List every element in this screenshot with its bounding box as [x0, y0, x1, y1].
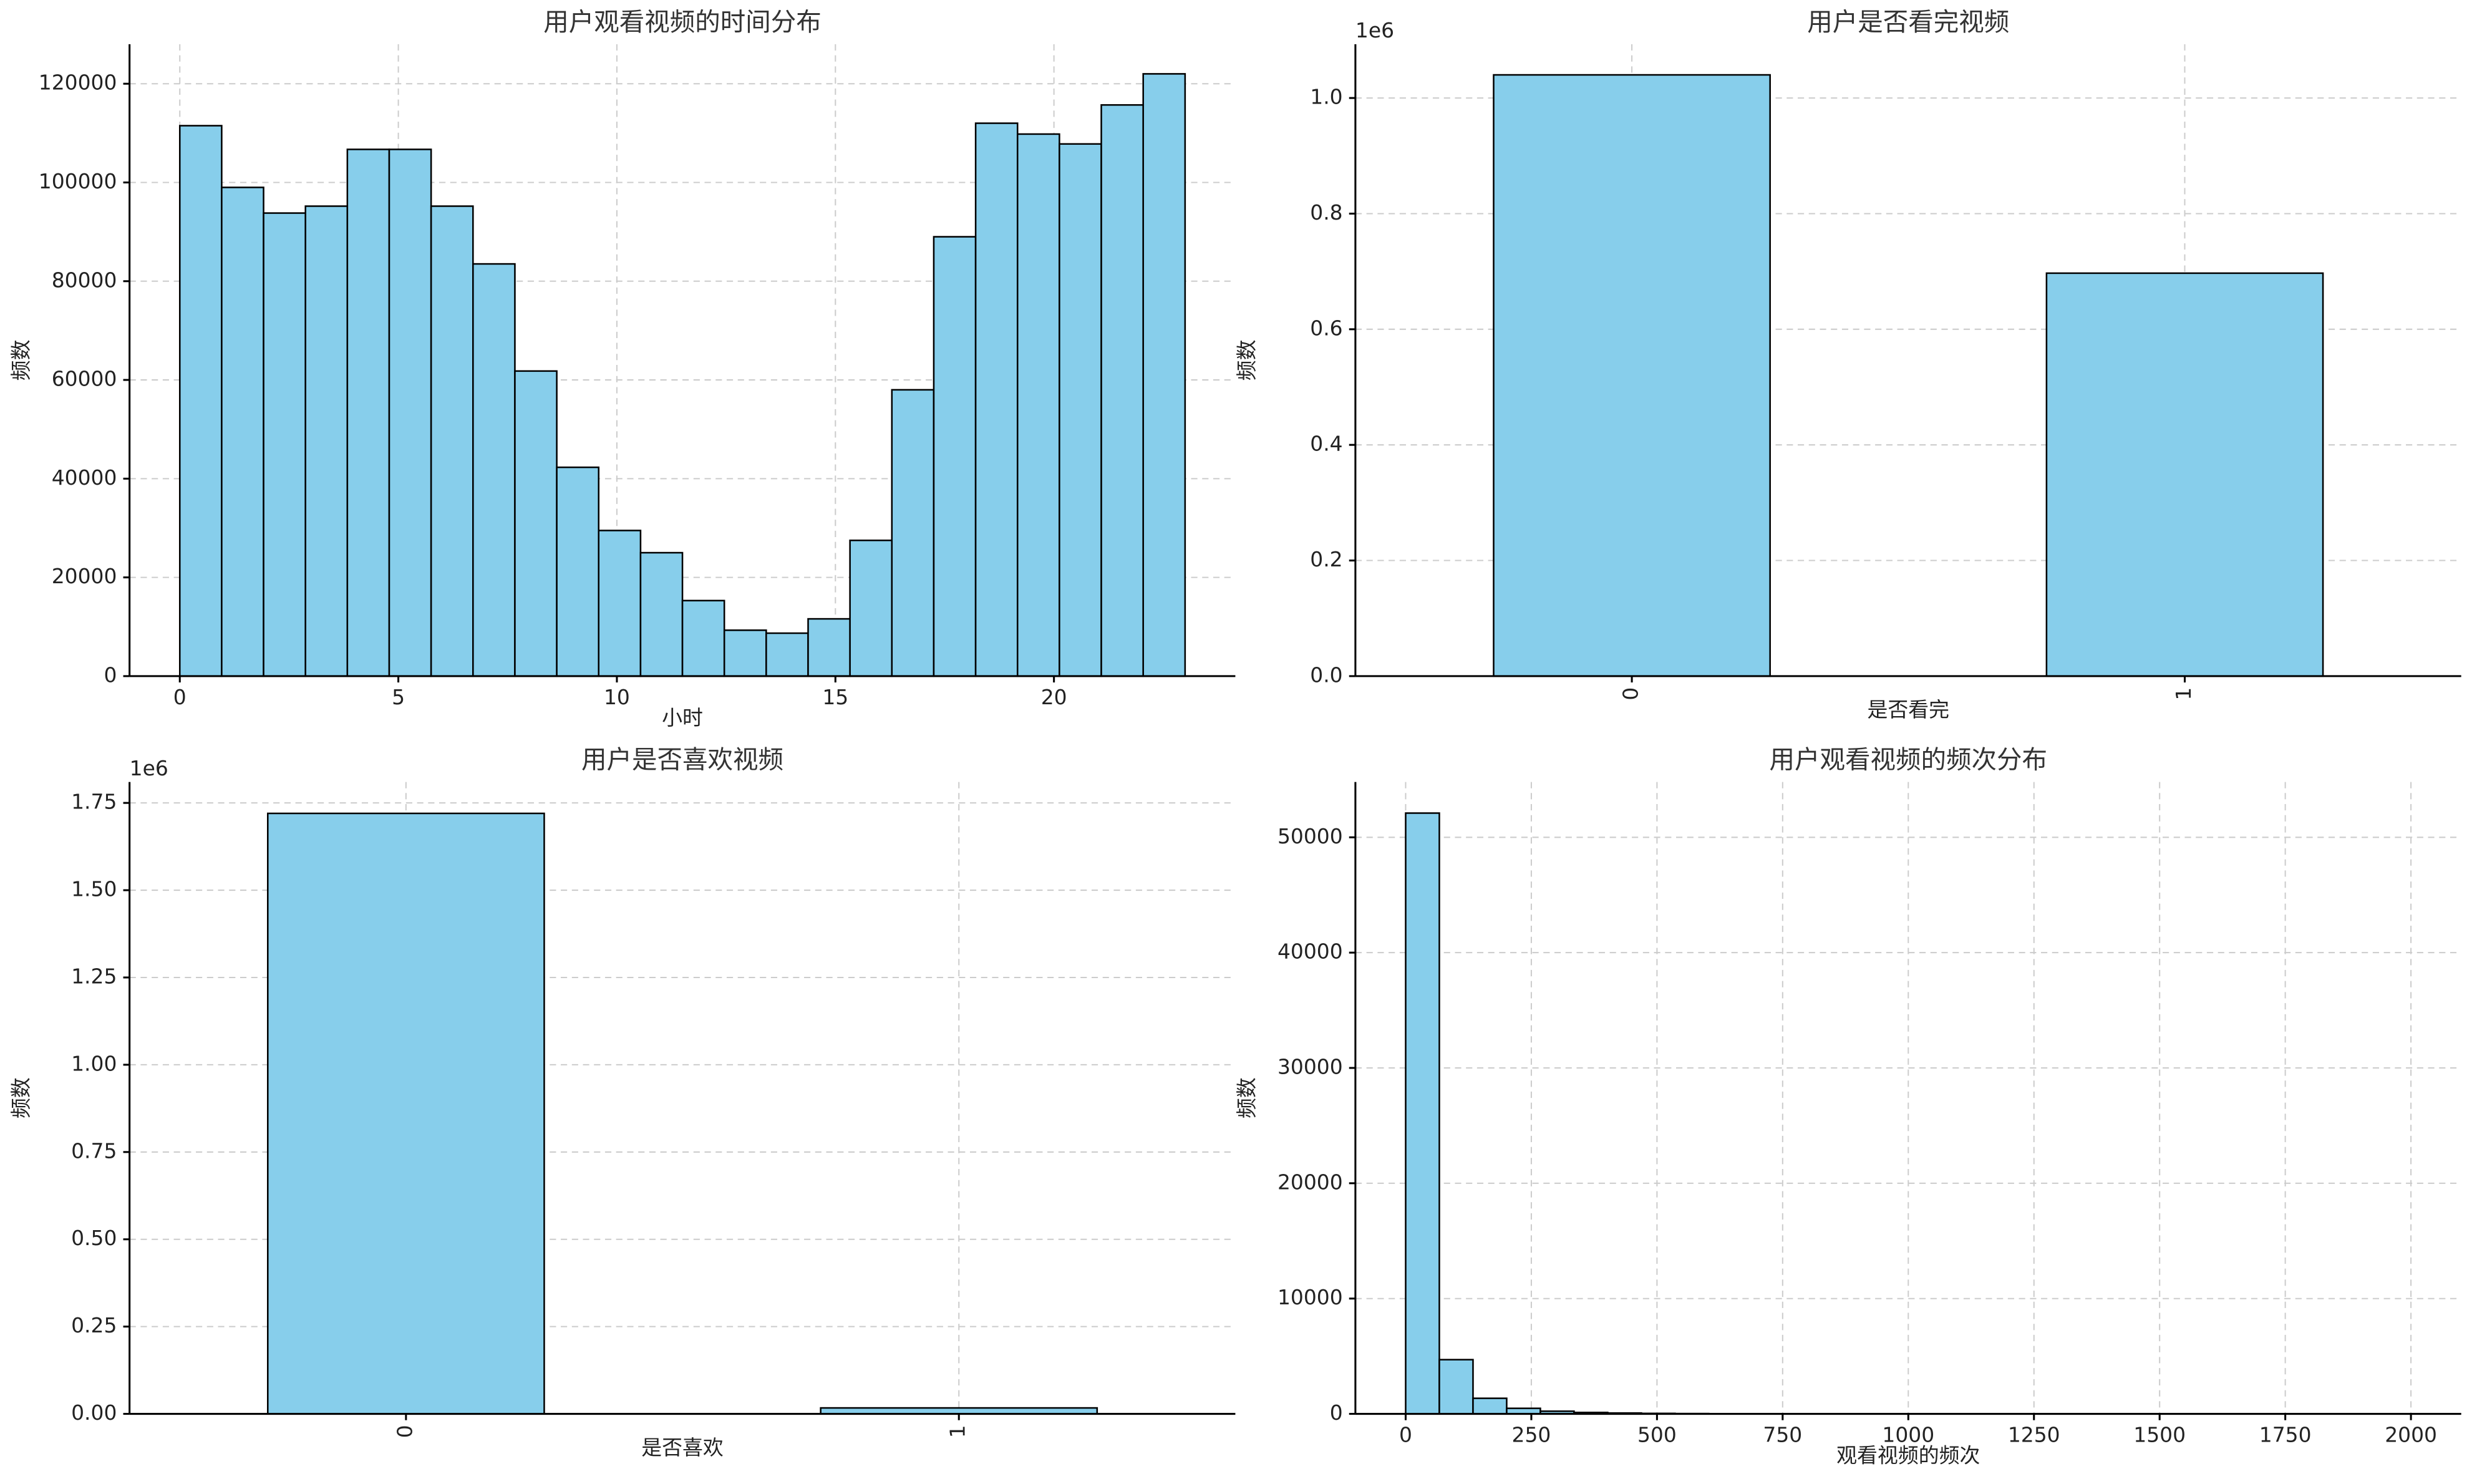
histogram-bar — [514, 370, 558, 677]
y-tick-label: 40000 — [1277, 939, 1343, 964]
x-tick-label: 5 — [392, 685, 405, 709]
y-tick-label: 0.50 — [71, 1226, 117, 1250]
y-tick-label: 0 — [104, 662, 117, 687]
histogram-bar — [263, 212, 306, 677]
histogram-bar — [639, 551, 684, 677]
x-tick-label: 500 — [1637, 1423, 1677, 1447]
y-tick-label: 30000 — [1277, 1055, 1343, 1079]
y-tick-label: 40000 — [52, 465, 117, 490]
x-tick-label: 1 — [946, 1425, 970, 1438]
histogram-bar — [1059, 143, 1102, 677]
x-axis-label: 小时 — [662, 706, 703, 730]
x-tick-label: 0 — [173, 685, 187, 709]
x-tick-label: 750 — [1763, 1423, 1802, 1447]
y-tick-label: 10000 — [1277, 1285, 1343, 1309]
histogram-bar — [1142, 73, 1186, 677]
histogram-bar — [849, 539, 893, 677]
y-tick-label: 1.00 — [71, 1051, 117, 1075]
y-axis-label: 频数 — [9, 339, 33, 381]
y-tick-label: 50000 — [1277, 824, 1343, 848]
y-axis-label: 频数 — [9, 1077, 33, 1118]
histogram-bar — [178, 125, 223, 677]
y-tick-label: 100000 — [39, 169, 117, 193]
offset-text: 1e6 — [1355, 18, 1394, 42]
y-axis-label: 频数 — [1234, 339, 1259, 381]
bar — [2045, 272, 2324, 677]
x-axis-label: 是否喜欢 — [641, 1435, 724, 1460]
y-tick-label: 0.75 — [71, 1138, 117, 1163]
bar — [1493, 74, 1771, 677]
offset-text: 1e6 — [130, 756, 168, 780]
histogram-bar — [933, 236, 977, 677]
x-tick-label: 250 — [1512, 1423, 1551, 1447]
histogram-bar — [556, 466, 600, 677]
y-tick-label: 1.0 — [1310, 85, 1342, 109]
y-tick-label: 0 — [1330, 1400, 1343, 1425]
histogram-bar — [1438, 1359, 1474, 1415]
x-tick-label: 20 — [1041, 685, 1067, 709]
histogram-bar — [765, 632, 809, 677]
x-tick-label: 2000 — [2385, 1423, 2437, 1447]
x-tick-label: 1750 — [2259, 1423, 2312, 1447]
y-tick-label: 60000 — [52, 367, 117, 391]
y-tick-label: 1.75 — [71, 790, 117, 814]
histogram-bar — [1100, 104, 1144, 677]
y-tick-label: 0.2 — [1310, 547, 1342, 571]
histogram-bar — [681, 599, 725, 677]
histogram-bar — [304, 205, 349, 677]
histogram-bar — [1016, 133, 1060, 677]
y-axis-label: 频数 — [1234, 1077, 1259, 1118]
x-tick-label: 1 — [2171, 687, 2196, 701]
histogram-bar — [1472, 1397, 1508, 1415]
histogram-bar — [1405, 812, 1440, 1415]
histogram-bar — [891, 389, 935, 677]
histogram-bar — [974, 122, 1019, 677]
x-axis-label: 是否看完 — [1867, 697, 1949, 722]
y-tick-label: 1.50 — [71, 877, 117, 901]
x-tick-label: 0 — [1619, 687, 1643, 701]
y-tick-label: 0.25 — [71, 1313, 117, 1337]
x-tick-label: 10 — [604, 685, 630, 709]
x-tick-label: 1250 — [2008, 1423, 2060, 1447]
y-tick-label: 1.25 — [71, 964, 117, 988]
histogram-bar — [346, 148, 390, 677]
y-tick-label: 0.6 — [1310, 316, 1342, 340]
chart-title: 用户观看视频的时间分布 — [543, 7, 822, 37]
chart-title: 用户是否喜欢视频 — [581, 745, 783, 775]
bar — [266, 812, 545, 1415]
histogram-bar — [430, 205, 474, 677]
histogram-bar — [472, 263, 516, 677]
x-tick-label: 1000 — [1882, 1423, 1934, 1447]
y-tick-label: 80000 — [52, 268, 117, 292]
y-tick-label: 120000 — [39, 70, 117, 95]
x-axis-label: 观看视频的频次 — [1836, 1443, 1980, 1467]
histogram-bar — [807, 618, 851, 677]
x-tick-label: 0 — [1399, 1423, 1412, 1447]
x-tick-label: 1500 — [2133, 1423, 2186, 1447]
x-tick-label: 0 — [392, 1425, 417, 1438]
histogram-bar — [388, 148, 432, 677]
y-tick-label: 0.00 — [71, 1400, 117, 1425]
chart-title: 用户观看视频的频次分布 — [1770, 745, 2048, 775]
histogram-bar — [598, 530, 642, 677]
y-tick-label: 20000 — [52, 564, 117, 588]
y-tick-label: 0.0 — [1310, 662, 1342, 687]
y-tick-label: 20000 — [1277, 1170, 1343, 1194]
x-tick-label: 15 — [822, 685, 848, 709]
chart-title: 用户是否看完视频 — [1807, 7, 2009, 37]
y-tick-label: 0.4 — [1310, 432, 1342, 456]
y-tick-label: 0.8 — [1310, 200, 1342, 225]
histogram-bar — [221, 187, 264, 677]
histogram-bar — [723, 629, 767, 677]
